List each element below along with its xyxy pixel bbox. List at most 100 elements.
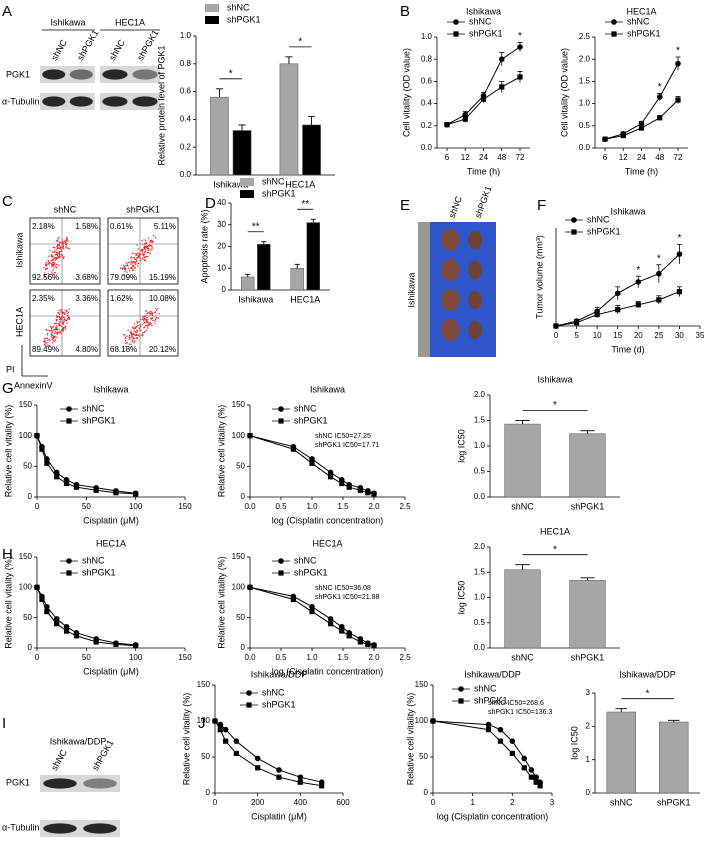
- legend-swatch: [205, 16, 219, 24]
- blot-band: [43, 778, 77, 789]
- x-tick-label: 100: [129, 502, 143, 511]
- marker: [480, 96, 487, 102]
- blot-band: [132, 69, 158, 80]
- marker: [675, 60, 681, 67]
- event-dot: [55, 322, 57, 325]
- label: 15.19%: [149, 273, 176, 282]
- marker: [676, 251, 683, 257]
- event-dot: [50, 256, 53, 258]
- event-dot: [48, 261, 50, 263]
- marker: [212, 718, 218, 724]
- event-dot: [66, 322, 68, 325]
- label: Ishikawa: [406, 272, 416, 307]
- event-dot: [57, 323, 60, 325]
- y-tick-label: 0.0: [579, 143, 591, 152]
- event-dot: [53, 328, 55, 331]
- legend-marker: [611, 19, 617, 25]
- panel-letter: G: [2, 380, 14, 397]
- x-tick-label: 600: [336, 798, 350, 807]
- marker: [290, 446, 296, 452]
- event-dot: [49, 326, 52, 328]
- event-dot: [131, 341, 133, 343]
- marker: [509, 738, 516, 744]
- event-dot: [144, 317, 146, 320]
- series-line: [214, 720, 322, 787]
- marker: [255, 765, 261, 771]
- event-dot: [48, 255, 50, 258]
- event-dot: [122, 268, 124, 270]
- bar: [210, 96, 229, 176]
- marker: [113, 641, 119, 647]
- bar: [569, 433, 606, 498]
- x-tick-label: 35: [696, 331, 705, 340]
- event-dot: [49, 249, 51, 252]
- series-line: [36, 587, 136, 647]
- bar: [279, 63, 299, 176]
- event-dot: [154, 318, 157, 320]
- x-tick-label: 100: [129, 653, 143, 662]
- event-dot: [132, 327, 134, 330]
- x-axis-label: Time (h): [625, 166, 658, 176]
- event-dot: [47, 263, 49, 265]
- event-dot: [50, 336, 53, 338]
- event-dot: [51, 259, 54, 262]
- event-dot: [58, 241, 61, 243]
- label: α-Tubulin: [2, 822, 39, 832]
- y-tick-label: 1.5: [579, 77, 591, 86]
- event-dot: [134, 252, 136, 255]
- legend-label: shPGK1: [82, 415, 116, 425]
- event-dot: [132, 260, 134, 263]
- x-tick-label: 2.0: [368, 502, 380, 511]
- event-dot: [51, 265, 53, 267]
- event-dot: [58, 264, 60, 266]
- x-tick-label: 48: [497, 153, 506, 162]
- event-dot: [45, 337, 48, 340]
- event-dot: [62, 256, 65, 258]
- event-dot: [143, 251, 146, 253]
- y-tick-label: 20: [217, 242, 226, 251]
- x-tick-label: 1: [470, 798, 475, 807]
- flow-plot: [29, 289, 101, 357]
- event-dot: [56, 316, 58, 318]
- event-dot: [150, 317, 153, 320]
- y-axis-label: Relative cell vitality (%): [3, 556, 13, 649]
- marker: [217, 721, 224, 728]
- series-line: [446, 46, 521, 126]
- event-dot: [54, 328, 56, 330]
- bar: [606, 711, 636, 794]
- event-dot: [57, 237, 59, 240]
- event-dot: [53, 261, 55, 263]
- event-dot: [154, 320, 156, 322]
- x-tick-label: 5: [574, 331, 579, 340]
- marker: [73, 484, 80, 490]
- event-dot: [149, 252, 151, 254]
- legend-marker: [611, 31, 617, 37]
- event-dot: [53, 337, 55, 339]
- event-dot: [47, 259, 49, 262]
- marker: [533, 779, 539, 785]
- y-tick-label: 0.4: [180, 115, 192, 124]
- label: 2.35%: [32, 294, 55, 303]
- event-dot: [137, 262, 139, 265]
- y-axis-label: Tumor volume (mm³): [534, 235, 544, 319]
- event-dot: [136, 257, 139, 259]
- x-tick-label: 24: [479, 153, 488, 162]
- event-dot: [138, 252, 140, 255]
- event-dot: [51, 342, 54, 344]
- event-dot: [143, 319, 146, 321]
- blot-band: [42, 96, 66, 107]
- label: 20.12%: [149, 345, 176, 354]
- y-tick-label: 0: [222, 285, 227, 294]
- legend-swatch: [205, 4, 219, 12]
- x-tick-label: 72: [516, 153, 525, 162]
- event-dot: [152, 234, 155, 237]
- panel-letter: C: [2, 193, 13, 210]
- panel-letter: D: [205, 195, 216, 212]
- event-dot: [135, 263, 137, 266]
- event-dot: [52, 246, 55, 249]
- event-dot: [147, 327, 149, 329]
- event-dot: [131, 263, 134, 265]
- event-dot: [59, 247, 62, 249]
- event-dot: [142, 248, 144, 251]
- event-dot: [131, 335, 133, 338]
